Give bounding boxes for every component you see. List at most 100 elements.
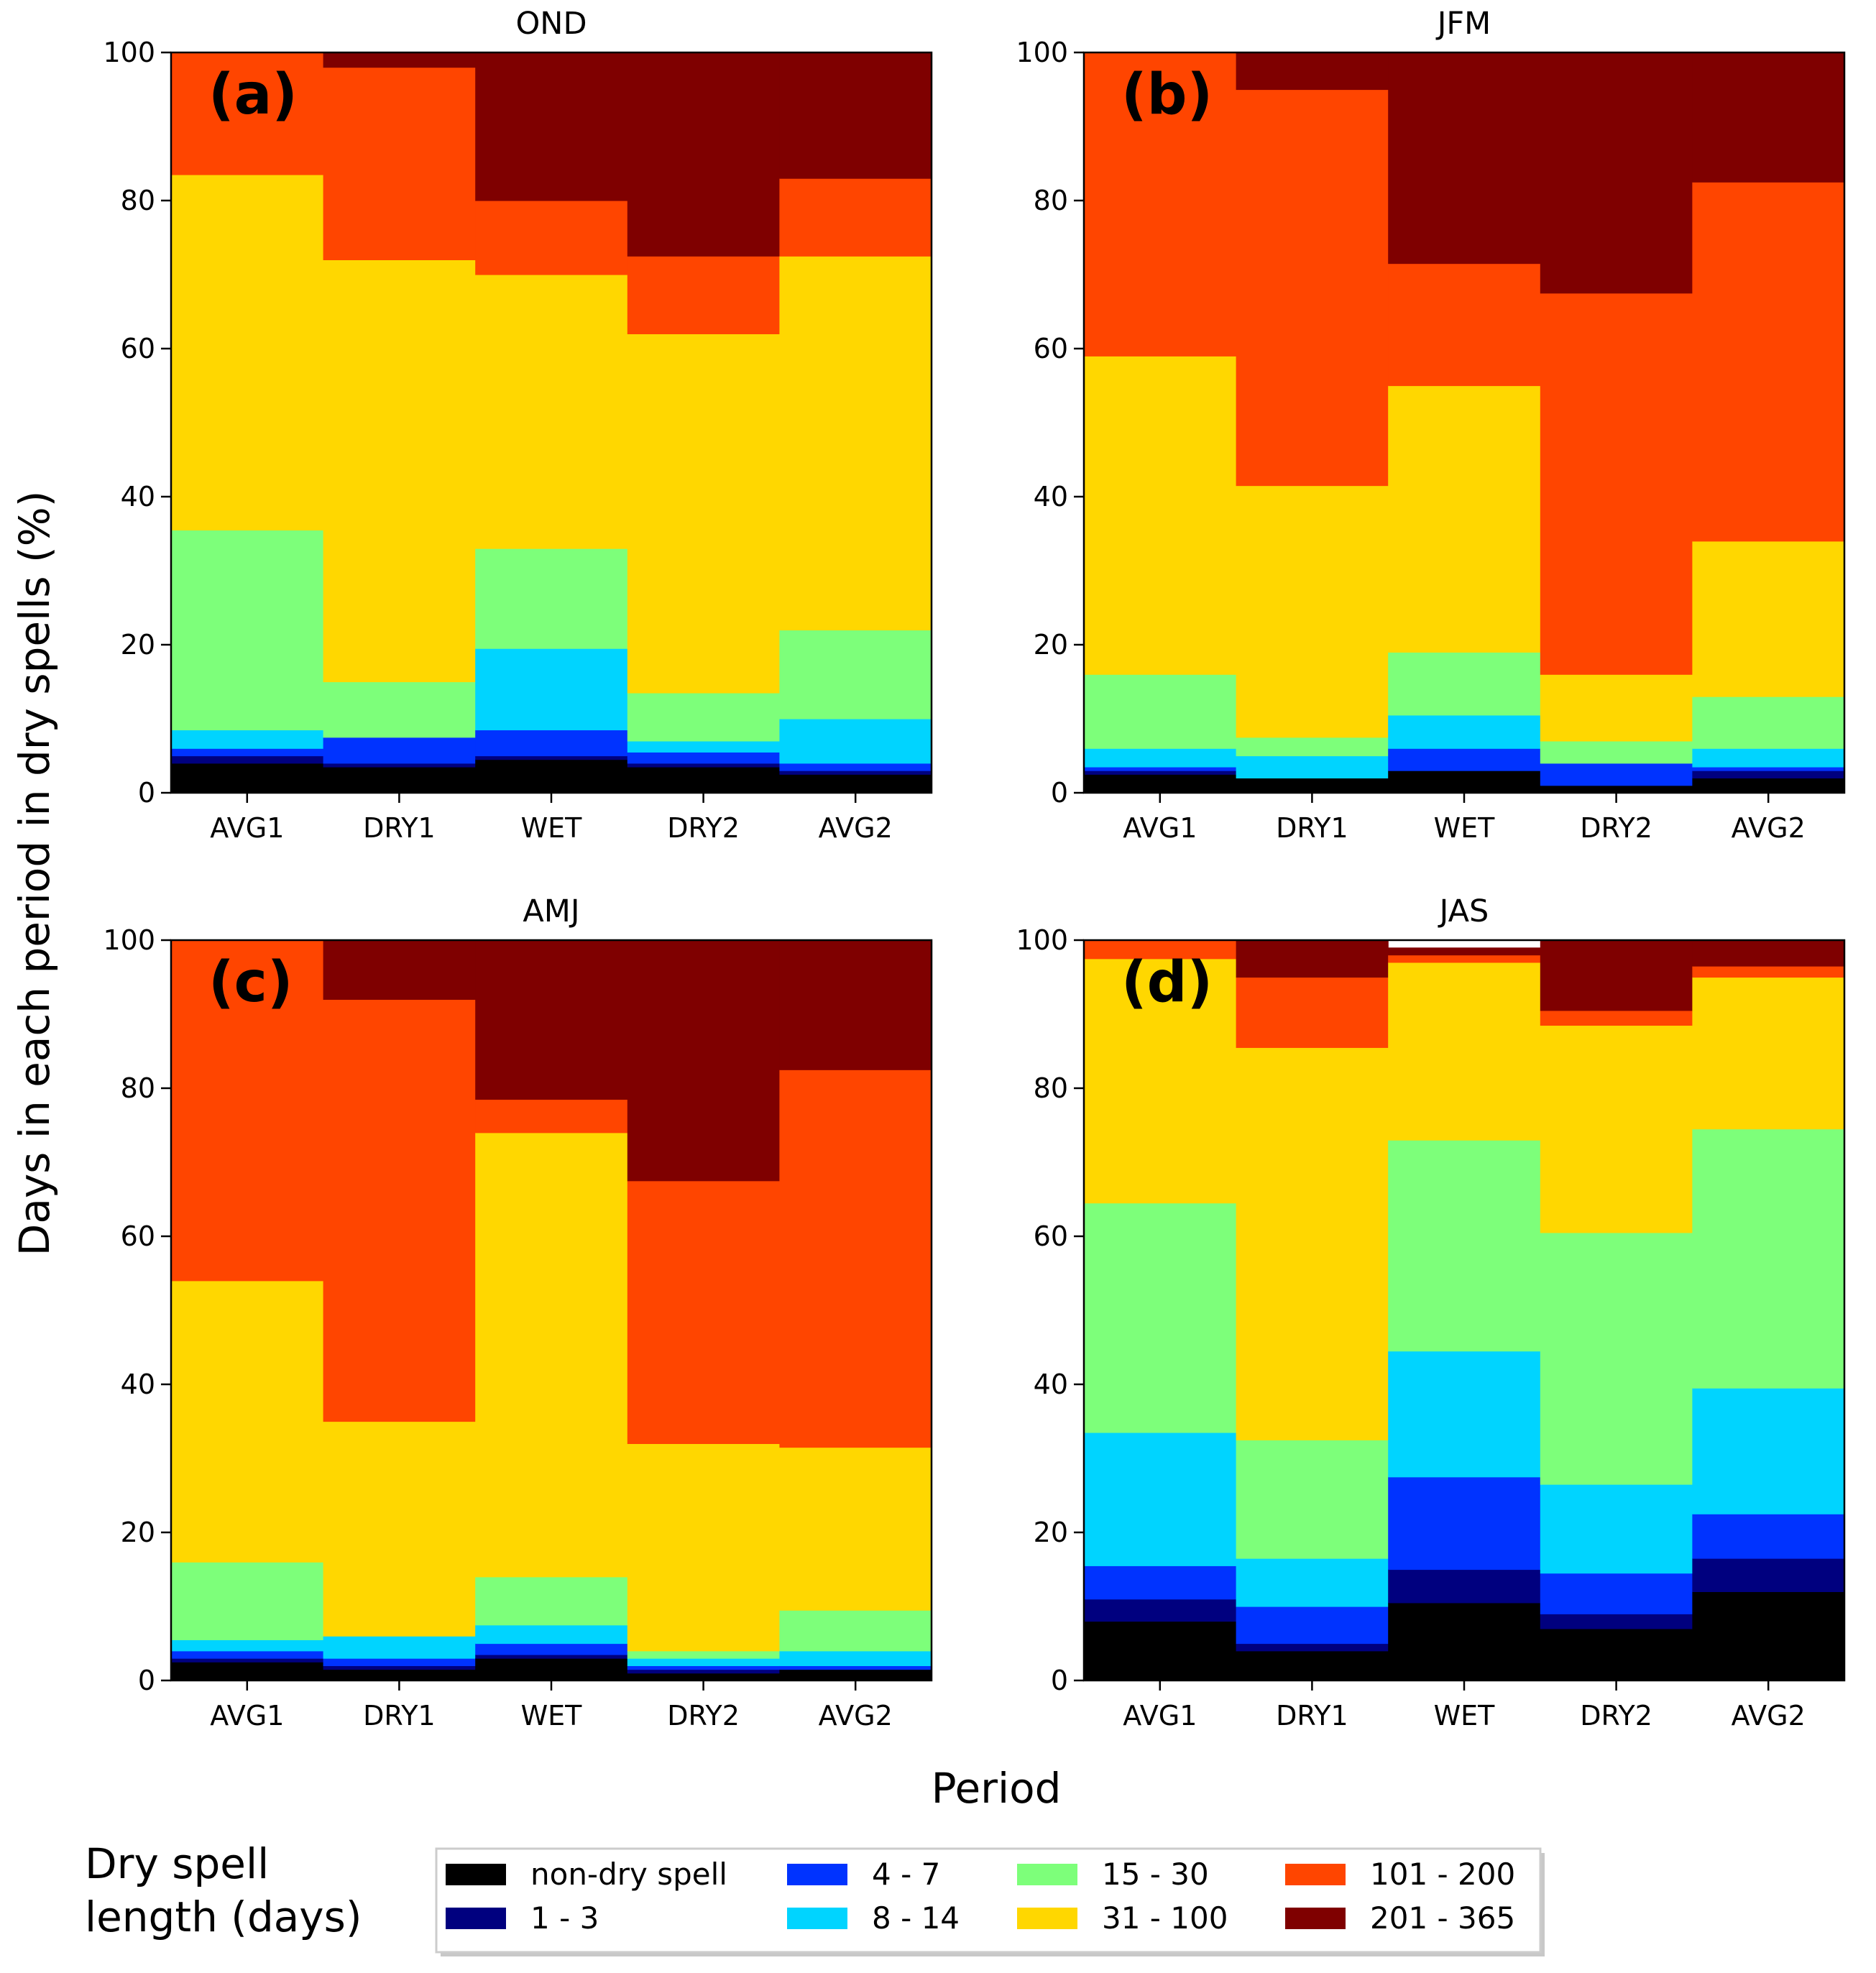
bar-segment-wet-15-30: [1388, 1140, 1541, 1352]
x-tick-label-avg1: AVG1: [1123, 812, 1197, 844]
bar-segment-dry1-15-30: [1236, 737, 1389, 757]
bar-segment-avg2-101-200: [779, 178, 932, 257]
bar-segment-wet-8-14: [1388, 1351, 1541, 1478]
bar-segment-avg2-non-dry-spell: [1692, 1591, 1845, 1681]
y-tick-label: 0: [1051, 1665, 1068, 1696]
bar-segment-avg1-4-7: [171, 748, 324, 757]
legend-swatch: [446, 1864, 506, 1885]
y-tick-label: 20: [1034, 629, 1068, 661]
bar-segment-dry1-101-200: [1236, 977, 1389, 1048]
y-axis-label: Days in each period in dry spells (%): [10, 491, 59, 1256]
bar-segment-dry2-4-7: [627, 1665, 780, 1670]
bar-segment-avg2-31-100: [1692, 541, 1845, 697]
bar-segment-avg1-15-30: [171, 530, 324, 731]
bar-segment-wet-101-200: [1388, 263, 1541, 387]
legend-item-101-200: 101 - 200: [1285, 1857, 1515, 1892]
bar-segment-wet-4-7: [475, 1643, 628, 1655]
bar-segment-dry1-4-7: [323, 1658, 476, 1666]
panels: 0 20 40 60 80 100 AVG1 DRY1 WET DRY2 AVG2 OND (a) 0 20…: [103, 6, 1846, 1731]
bar-segment-avg1-8-14: [171, 730, 324, 749]
bar-segment-wet-1-3: [475, 755, 628, 760]
bar-segment-wet-31-100: [1388, 385, 1541, 653]
panel-letter: (b): [1121, 63, 1213, 127]
legend-item-201-365: 201 - 365: [1285, 1900, 1515, 1936]
x-tick-label-wet: WET: [1434, 1700, 1496, 1731]
panel-title: JAS: [1438, 893, 1489, 929]
bar-segment-avg1-1-3: [1084, 771, 1237, 775]
bar-segment-dry2-8-14: [1540, 1484, 1693, 1574]
y-tick-label: 0: [138, 1665, 155, 1696]
bar-segment-avg2-201-365: [1692, 52, 1845, 183]
bar-segment-dry2-15-30: [1540, 1232, 1693, 1485]
bar-segment-avg2-15-30: [1692, 696, 1845, 749]
bar-segment-wet-201-365: [1388, 947, 1541, 956]
x-tick-label-avg2: AVG2: [819, 812, 893, 844]
y-tick-label: 60: [121, 1220, 155, 1252]
bar-segment-avg1-101-200: [171, 52, 324, 175]
bar-segment-dry1-101-200: [323, 67, 476, 260]
bar-segment-wet-non-dry-spell: [475, 1658, 628, 1681]
bar-segment-avg2-101-200: [779, 1070, 932, 1448]
y-tick-label: 80: [1034, 185, 1068, 216]
bar-segment-avg1-non-dry-spell: [171, 1662, 324, 1681]
legend-swatch: [787, 1864, 847, 1885]
legend-label: 31 - 100: [1102, 1900, 1228, 1936]
bar-segment-wet-4-7: [1388, 1476, 1541, 1570]
bar-segment-avg2-8-14: [1692, 748, 1845, 768]
bar-segment-avg1-4-7: [1084, 766, 1237, 771]
legend-label: 4 - 7: [872, 1857, 940, 1892]
bar-segment-avg2-4-7: [1692, 766, 1845, 771]
panel-title: AMJ: [523, 893, 579, 929]
x-tick-label-dry2: DRY2: [667, 1700, 740, 1731]
x-tick-label-dry1: DRY1: [363, 812, 436, 844]
x-tick-label-avg2: AVG2: [1732, 1700, 1806, 1731]
bar-segment-dry2-4-7: [1540, 763, 1693, 786]
x-tick-label-dry2: DRY2: [667, 812, 740, 844]
legend-item-non-dry-spell: non-dry spell: [446, 1857, 727, 1892]
bar-segment-avg1-8-14: [1084, 1432, 1237, 1566]
y-tick-label: 80: [1034, 1072, 1068, 1104]
y-tick-label: 100: [103, 37, 155, 68]
legend-title: Dry spell length (days): [85, 1839, 362, 1941]
y-tick-label: 40: [121, 481, 155, 512]
bar-segment-avg2-non-dry-spell: [779, 1669, 932, 1681]
bar-segment-avg2-non-dry-spell: [1692, 778, 1845, 794]
bar-segment-dry1-8-14: [1236, 1558, 1389, 1607]
x-tick-label-dry1: DRY1: [1276, 1700, 1348, 1731]
legend-item-15-30: 15 - 30: [1017, 1857, 1209, 1892]
legend-label: 101 - 200: [1370, 1857, 1515, 1892]
y-tick-label: 20: [1034, 1517, 1068, 1548]
bar-segment-avg1-4-7: [1084, 1565, 1237, 1600]
bar-segment-avg2-101-200: [1692, 182, 1845, 542]
x-tick-label-wet: WET: [521, 1700, 583, 1731]
bar-segment-dry2-8-14: [627, 740, 780, 753]
bar-segment-avg1-31-100: [1084, 958, 1237, 1204]
bar-segment-avg1-1-3: [171, 755, 324, 764]
bar-segment-dry1-201-365: [323, 940, 476, 1000]
bar-segment-dry1-1-3: [323, 763, 476, 768]
y-tick-label: 100: [1016, 924, 1068, 956]
bar-segment-avg1-8-14: [171, 1639, 324, 1652]
bar-segment-dry1-4-7: [323, 737, 476, 764]
bar-segment-avg1-101-200: [1084, 52, 1237, 357]
bar-segment-dry1-1-3: [323, 1665, 476, 1670]
legend-swatch: [1285, 1864, 1346, 1885]
bar-segment-dry2-8-14: [627, 1658, 780, 1666]
legend-label: 8 - 14: [872, 1900, 960, 1936]
legend-entries: non-dry spell 1 - 3 4 - 7 8 - 14 15 - 30 31 -…: [446, 1857, 1515, 1936]
bar-segment-dry1-4-7: [1236, 1606, 1389, 1645]
bar-segment-avg1-15-30: [171, 1562, 324, 1640]
y-tick-label: 80: [121, 185, 155, 216]
bar-segment-dry1-201-365: [1236, 52, 1389, 91]
x-tick-label-avg2: AVG2: [1732, 812, 1806, 844]
bar-segment-dry2-1-3: [627, 763, 780, 768]
bar-segment-dry2-101-200: [627, 1180, 780, 1444]
bar-segment-wet-8-14: [475, 648, 628, 731]
bar-segment-avg2-31-100: [779, 256, 932, 630]
y-tick-label: 40: [1034, 481, 1068, 512]
bar-segment-avg2-1-3: [779, 771, 932, 775]
bar-segment-avg2-101-200: [1692, 966, 1845, 978]
bar-segment-dry2-31-100: [1540, 674, 1693, 742]
bar-segment-dry2-201-365: [627, 940, 780, 1182]
y-tick-label: 0: [138, 777, 155, 809]
